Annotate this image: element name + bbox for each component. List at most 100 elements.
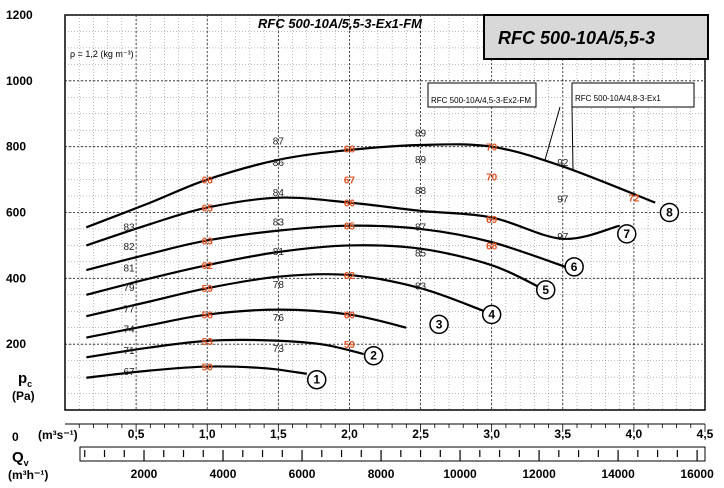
noise-label: 50 bbox=[202, 363, 214, 374]
efficiency-label: 74 bbox=[123, 324, 135, 335]
x-tick-label-bottom: 2000 bbox=[131, 467, 158, 481]
noise-label: 56 bbox=[202, 311, 214, 322]
noise-label: 72 bbox=[628, 194, 640, 205]
curve-number-label: 7 bbox=[623, 227, 630, 241]
curve-number-circle bbox=[535, 280, 556, 300]
x-tick-label-top: 4,0 bbox=[626, 427, 643, 441]
y-tick-label: 800 bbox=[6, 140, 26, 154]
efficiency-label: 71 bbox=[123, 346, 135, 357]
noise-label: 59 bbox=[202, 284, 214, 295]
noise-label: 60 bbox=[344, 311, 356, 322]
variant-box-2 bbox=[571, 82, 695, 108]
x-axis-scale-bottom bbox=[79, 446, 706, 462]
x-tick-label-bottom: 8000 bbox=[368, 467, 395, 481]
y-tick-label: 400 bbox=[6, 271, 26, 285]
x-axis-label: Q bbox=[12, 449, 24, 466]
x-tick-label-top: 2,0 bbox=[341, 427, 358, 441]
efficiency-label: 97 bbox=[557, 194, 569, 205]
x-tick-label-bottom: 10000 bbox=[443, 467, 477, 481]
curve-number-circle bbox=[659, 202, 680, 223]
efficiency-label: 78 bbox=[273, 280, 285, 291]
efficiency-label: 88 bbox=[415, 186, 427, 197]
efficiency-label: 81 bbox=[273, 247, 285, 258]
noise-label: 67 bbox=[344, 176, 356, 187]
efficiency-label: 97 bbox=[557, 232, 569, 243]
x-tick-label-top: 0,5 bbox=[128, 427, 145, 441]
x-axis-symbol: Qv bbox=[12, 449, 29, 468]
curve-number-circle bbox=[564, 257, 584, 277]
efficiency-label: 87 bbox=[415, 222, 427, 233]
efficiency-label: 83 bbox=[273, 217, 285, 228]
y-axis-symbol: pc bbox=[18, 370, 32, 389]
curve-number-label: 6 bbox=[571, 260, 578, 274]
noise-label: 66 bbox=[344, 199, 356, 210]
efficiency-label: 83 bbox=[123, 222, 135, 233]
efficiency-label: 79 bbox=[123, 283, 135, 294]
curve-number-circle bbox=[306, 369, 327, 390]
efficiency-label: 85 bbox=[415, 249, 427, 260]
title-box bbox=[483, 14, 709, 60]
curve-number-circle bbox=[363, 345, 384, 366]
x-tick-label-bottom: 14000 bbox=[601, 467, 635, 481]
series-curve-3 bbox=[86, 308, 407, 339]
curve-number-label: 4 bbox=[488, 308, 495, 322]
x-tick-label-top: 1,0 bbox=[199, 427, 216, 441]
x-tick-label-top: 3,0 bbox=[483, 427, 500, 441]
noise-label: 66 bbox=[202, 176, 214, 187]
noise-label: 59 bbox=[344, 340, 356, 351]
x-axis-unit-bottom: (m³h⁻¹) bbox=[8, 468, 48, 482]
x-axis-subscript: v bbox=[24, 458, 29, 468]
variant-pointer-1 bbox=[544, 106, 561, 161]
variant-label-2: RFC 500-10A/4,8-3-Ex1 bbox=[575, 94, 661, 103]
curve-number-circle bbox=[617, 224, 637, 244]
x-tick-label-bottom: 16000 bbox=[680, 467, 714, 481]
curve-number-circle bbox=[481, 304, 502, 325]
y-axis-unit: (Pa) bbox=[12, 389, 35, 403]
y-tick-label: 1000 bbox=[6, 74, 33, 88]
efficiency-label: 84 bbox=[273, 188, 285, 199]
efficiency-label: 87 bbox=[273, 137, 285, 148]
noise-label: 69 bbox=[486, 215, 498, 226]
noise-label: 70 bbox=[486, 172, 498, 183]
curve-number-label: 1 bbox=[313, 373, 320, 387]
series-curve-2 bbox=[86, 338, 364, 359]
series-curve-5 bbox=[86, 244, 542, 296]
noise-label: 62 bbox=[202, 261, 214, 272]
efficiency-label: 92 bbox=[557, 158, 569, 169]
curve-number-label: 5 bbox=[542, 283, 549, 297]
efficiency-label: 82 bbox=[123, 242, 135, 253]
y-tick-label: 200 bbox=[6, 337, 26, 351]
noise-label: 70 bbox=[486, 143, 498, 154]
noise-label: 65 bbox=[202, 204, 214, 215]
y-axis-subscript: c bbox=[27, 379, 32, 389]
noise-label: 53 bbox=[202, 337, 214, 348]
efficiency-label: 86 bbox=[273, 158, 285, 169]
x-tick-label-top: 4,5 bbox=[697, 427, 714, 441]
curve-number-label: 3 bbox=[436, 317, 443, 331]
y-tick-label: 600 bbox=[6, 206, 26, 220]
variant-pointer-2 bbox=[571, 106, 574, 171]
series-curve-1 bbox=[86, 365, 307, 379]
efficiency-label: 81 bbox=[123, 263, 135, 274]
x-tick-label-top: 3,5 bbox=[554, 427, 571, 441]
efficiency-label: 77 bbox=[123, 305, 135, 316]
efficiency-label: 67 bbox=[123, 367, 135, 378]
series-layer bbox=[85, 143, 656, 379]
noise-label: 63 bbox=[202, 236, 214, 247]
noise-label: 68 bbox=[344, 144, 356, 155]
noise-label: 65 bbox=[344, 222, 356, 233]
x-tick-label-bottom: 4000 bbox=[210, 467, 237, 481]
curve-number-label: 8 bbox=[666, 206, 673, 220]
variant-label-1: RFC 500-10A/4,5-3-Ex2-FM bbox=[431, 96, 531, 105]
efficiency-label: 89 bbox=[415, 155, 427, 166]
curve-number-circle bbox=[429, 314, 449, 335]
y-tick-label: 1200 bbox=[6, 8, 33, 22]
y-axis-label: p bbox=[18, 370, 27, 387]
grid-layer bbox=[64, 14, 706, 411]
efficiency-label: 83 bbox=[415, 282, 427, 293]
x-tick-label-bottom: 6000 bbox=[289, 467, 316, 481]
efficiency-label: 76 bbox=[273, 313, 285, 324]
noise-label: 68 bbox=[486, 241, 498, 252]
